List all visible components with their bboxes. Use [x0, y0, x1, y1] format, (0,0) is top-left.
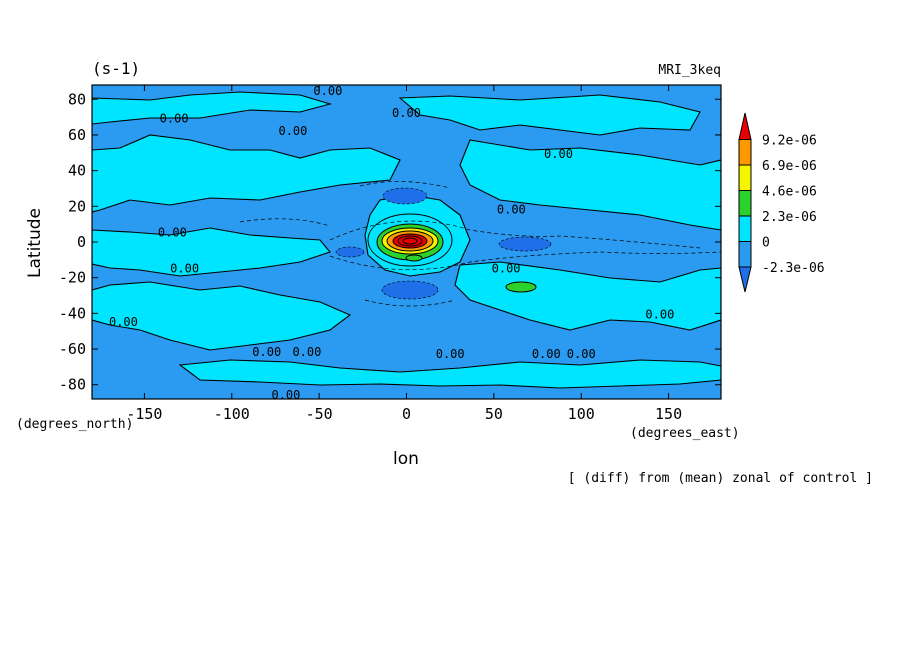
contour-labels: 0.00 0.00 0.00 0.00 0.00 0.00 0.00 0.00 0.00 0.00…: [109, 84, 674, 402]
colorbar-segment: [738, 266, 752, 293]
contour-label: 0.00: [109, 315, 138, 329]
contour-fill-layer: [92, 85, 721, 399]
dashed-contours: [239, 181, 721, 307]
colorbar-segment: [738, 139, 752, 166]
contour-label: 0.00: [313, 84, 342, 98]
central-ring-6: [397, 235, 423, 247]
contour-label: 0.00: [492, 261, 521, 275]
y-tick-label: 0: [77, 233, 86, 251]
colorbar-segment: [738, 241, 752, 268]
y-tick-label: -60: [59, 340, 86, 358]
contour-label: 0.00: [436, 347, 465, 361]
contour-label: 0.00: [645, 308, 674, 322]
green-patch-southeast: [505, 281, 537, 293]
y-axis-label: Latitude: [25, 208, 45, 278]
plot-area: 0.00 0.00 0.00 0.00 0.00 0.00 0.00 0.00 0.00 0.00…: [59, 84, 722, 423]
dark-negative-region: [335, 246, 365, 258]
dashed-contour: [329, 251, 721, 271]
dark-negative-region: [382, 187, 428, 205]
contour-label: 0.00: [158, 226, 187, 240]
colorbar-label: 6.9e-06: [762, 159, 817, 174]
dashed-contour: [364, 299, 456, 307]
x-tick-label: -150: [126, 405, 162, 423]
dark-negative-region: [381, 280, 439, 300]
contour-label: 0.00: [252, 345, 281, 359]
colorbar-label: 4.6e-06: [762, 185, 817, 200]
contour-label: 0.00: [271, 388, 300, 402]
x-tick-label: 0: [402, 405, 411, 423]
dark-negative-region: [498, 236, 552, 252]
x-units-label: (degrees_east): [630, 426, 740, 441]
contour-label: 0.00: [278, 124, 307, 138]
y-tick-label: 60: [68, 126, 86, 144]
x-tick-label: -50: [306, 405, 333, 423]
x-tick-label: 150: [655, 405, 682, 423]
colorbar-label: 2.3e-06: [762, 210, 817, 225]
x-tick-label: -100: [214, 405, 250, 423]
dashed-contour: [359, 181, 451, 189]
cyan-region: [92, 91, 333, 125]
y-axis-ticks: -80 -60 -40 -20 0 20 40 60 80: [59, 90, 721, 394]
colorbar-label: -2.3e-06: [762, 261, 825, 276]
y-tick-label: -20: [59, 269, 86, 287]
y-tick-label: 20: [68, 197, 86, 215]
negative-regions: [335, 187, 552, 300]
colorbar-label: 0: [762, 236, 770, 251]
central-maximum: [367, 213, 453, 267]
model-label: MRI_3keq: [658, 63, 721, 78]
contour-label: 0.00: [292, 345, 321, 359]
colorbar-segment: [738, 190, 752, 217]
y-tick-label: -80: [59, 376, 86, 394]
cyan-region: [92, 281, 352, 351]
y-tick-label: -40: [59, 304, 86, 322]
contour-label: 0.00: [497, 202, 526, 216]
contour-label: 0.00: [544, 147, 573, 161]
x-tick-label: 50: [485, 405, 503, 423]
colorbar-segment: [738, 164, 752, 191]
cyan-region: [92, 134, 401, 213]
y-tick-label: 40: [68, 162, 86, 180]
cyan-region: [398, 94, 701, 136]
cyan-region: [92, 227, 331, 277]
dashed-contour: [329, 220, 701, 249]
colorbar-segment: [738, 112, 752, 140]
dashed-contour: [239, 218, 331, 227]
y-units-label: (degrees_north): [16, 417, 133, 432]
units-label: (s-1): [92, 59, 140, 78]
green-patch: [405, 254, 423, 262]
cyan-region: [178, 359, 721, 389]
contour-label: 0.00: [567, 347, 596, 361]
cyan-region: [459, 139, 721, 231]
x-axis-ticks: -150 -100 -50 0 50 100 150: [126, 85, 682, 423]
colorbar-segment: [738, 215, 752, 242]
contour-label: 0.00: [392, 106, 421, 120]
x-axis-label: lon: [393, 449, 419, 469]
y-tick-label: 80: [68, 90, 86, 108]
contour-label: 0.00: [170, 261, 199, 275]
footnote: [ (diff) from (mean) zonal of control ]: [568, 471, 873, 486]
cyan-region: [454, 261, 721, 331]
central-ring-7: [402, 237, 418, 245]
colorbar-label: 9.2e-06: [762, 134, 817, 149]
colorbar: -2.3e-06 0 2.3e-06 4.6e-06 6.9e-06 9.2e-06: [738, 112, 825, 293]
x-tick-label: 100: [568, 405, 595, 423]
contour-label: 0.00: [160, 111, 189, 125]
contour-label: 0.00: [532, 347, 561, 361]
